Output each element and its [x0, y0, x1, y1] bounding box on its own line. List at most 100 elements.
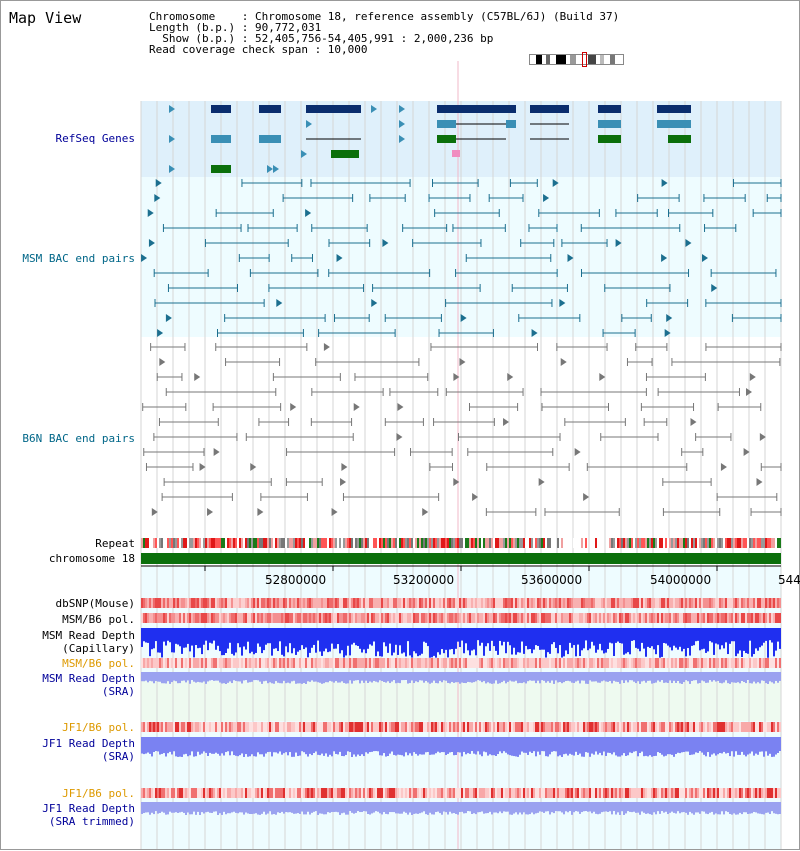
polymorphism-mark [609, 658, 611, 668]
chromosome-ideogram[interactable] [529, 52, 624, 67]
polymorphism-mark [769, 658, 771, 668]
polymorphism-mark [463, 658, 465, 668]
polymorphism-mark [643, 788, 645, 798]
jf1-trimmed-depth [753, 802, 755, 812]
msm-sra-depth [385, 672, 387, 683]
msm-sra-depth [505, 672, 507, 684]
jf1-sra-depth [491, 737, 493, 756]
repeat-mark [489, 538, 491, 548]
polymorphism-mark [637, 613, 639, 623]
jf1-sra-depth [515, 737, 517, 757]
polymorphism-mark [625, 722, 627, 732]
polymorphism-mark [355, 722, 357, 732]
jf1-trimmed-depth [569, 802, 571, 812]
polymorphism-mark [611, 658, 613, 668]
polymorphism-mark [421, 658, 423, 668]
jf1-sra-depth [253, 737, 255, 757]
msm-capillary-depth [347, 628, 349, 646]
polymorphism-mark [173, 788, 175, 798]
polymorphism-mark [211, 788, 213, 798]
jf1-sra-depth [221, 737, 223, 754]
polymorphism-mark [433, 598, 435, 608]
polymorphism-mark [685, 598, 687, 608]
jf1-trimmed-depth [773, 802, 775, 814]
repeat-mark [529, 538, 531, 548]
polymorphism-mark [401, 658, 403, 668]
jf1-sra-depth [595, 737, 597, 752]
polymorphism-mark [605, 722, 607, 732]
polymorphism-mark [619, 598, 621, 608]
jf1-sra-depth [657, 737, 659, 753]
msm-capillary-depth [439, 628, 441, 655]
polymorphism-mark [157, 658, 159, 668]
polymorphism-mark [179, 598, 181, 608]
polymorphism-mark [221, 658, 223, 668]
polymorphism-mark [729, 658, 731, 668]
polymorphism-mark [731, 722, 733, 732]
polymorphism-mark [205, 613, 207, 623]
jf1-sra-depth [301, 737, 303, 752]
polymorphism-mark [431, 788, 433, 798]
polymorphism-mark [711, 722, 713, 732]
polymorphism-mark [453, 722, 455, 732]
polymorphism-mark [293, 658, 295, 668]
polymorphism-mark [371, 658, 373, 668]
polymorphism-mark [581, 722, 583, 732]
polymorphism-mark [219, 658, 221, 668]
polymorphism-mark [591, 598, 593, 608]
msm-sra-depth [689, 672, 691, 684]
jf1-trimmed-depth [639, 802, 641, 815]
polymorphism-mark [725, 598, 727, 608]
msm-bac-pair [559, 299, 566, 307]
polymorphism-mark [271, 722, 273, 732]
msm-sra-depth [639, 672, 641, 684]
polymorphism-mark [447, 613, 449, 623]
jf1-trimmed-depth [511, 802, 513, 815]
repeat-mark [361, 538, 363, 548]
polymorphism-mark [605, 788, 607, 798]
repeat-mark [433, 538, 435, 548]
repeat-mark [675, 538, 677, 548]
msm-capillary-depth [759, 628, 761, 648]
polymorphism-mark [675, 613, 677, 623]
jf1-trimmed-depth [555, 802, 557, 812]
b6n-bac-pair [207, 508, 214, 516]
track-label-jf1-read-depth: JF1 Read Depth (SRA) [11, 737, 135, 763]
repeat-mark [431, 538, 433, 548]
polymorphism-mark [563, 658, 565, 668]
polymorphism-mark [311, 598, 313, 608]
msm-capillary-depth [561, 628, 563, 658]
msm-bac-pair [543, 194, 550, 202]
msm-sra-depth [573, 672, 575, 684]
jf1-sra-depth [351, 737, 353, 757]
polymorphism-mark [425, 788, 427, 798]
polymorphism-mark [379, 613, 381, 623]
polymorphism-mark [637, 658, 639, 668]
msm-capillary-depth [559, 628, 561, 646]
polymorphism-mark [145, 613, 147, 623]
jf1-trimmed-depth [209, 802, 211, 813]
repeat-mark [673, 538, 675, 548]
polymorphism-mark [259, 788, 261, 798]
polymorphism-mark [379, 598, 381, 608]
polymorphism-mark [435, 788, 437, 798]
jf1-sra-depth [523, 737, 525, 753]
polymorphism-mark [219, 722, 221, 732]
repeat-mark [373, 538, 375, 548]
polymorphism-mark [353, 613, 355, 623]
polymorphism-mark [641, 722, 643, 732]
polymorphism-mark [291, 598, 293, 608]
jf1-sra-depth [713, 737, 715, 754]
polymorphism-mark [151, 598, 153, 608]
polymorphism-mark [573, 722, 575, 732]
msm-capillary-depth [295, 628, 297, 655]
repeat-mark [423, 538, 425, 548]
msm-capillary-depth [749, 628, 751, 641]
jf1-trimmed-depth [401, 802, 403, 814]
msm-sra-depth [251, 672, 253, 682]
polymorphism-mark [335, 722, 337, 732]
msm-capillary-depth [365, 628, 367, 654]
polymorphism-mark [421, 722, 423, 732]
msm-capillary-depth [281, 628, 283, 655]
